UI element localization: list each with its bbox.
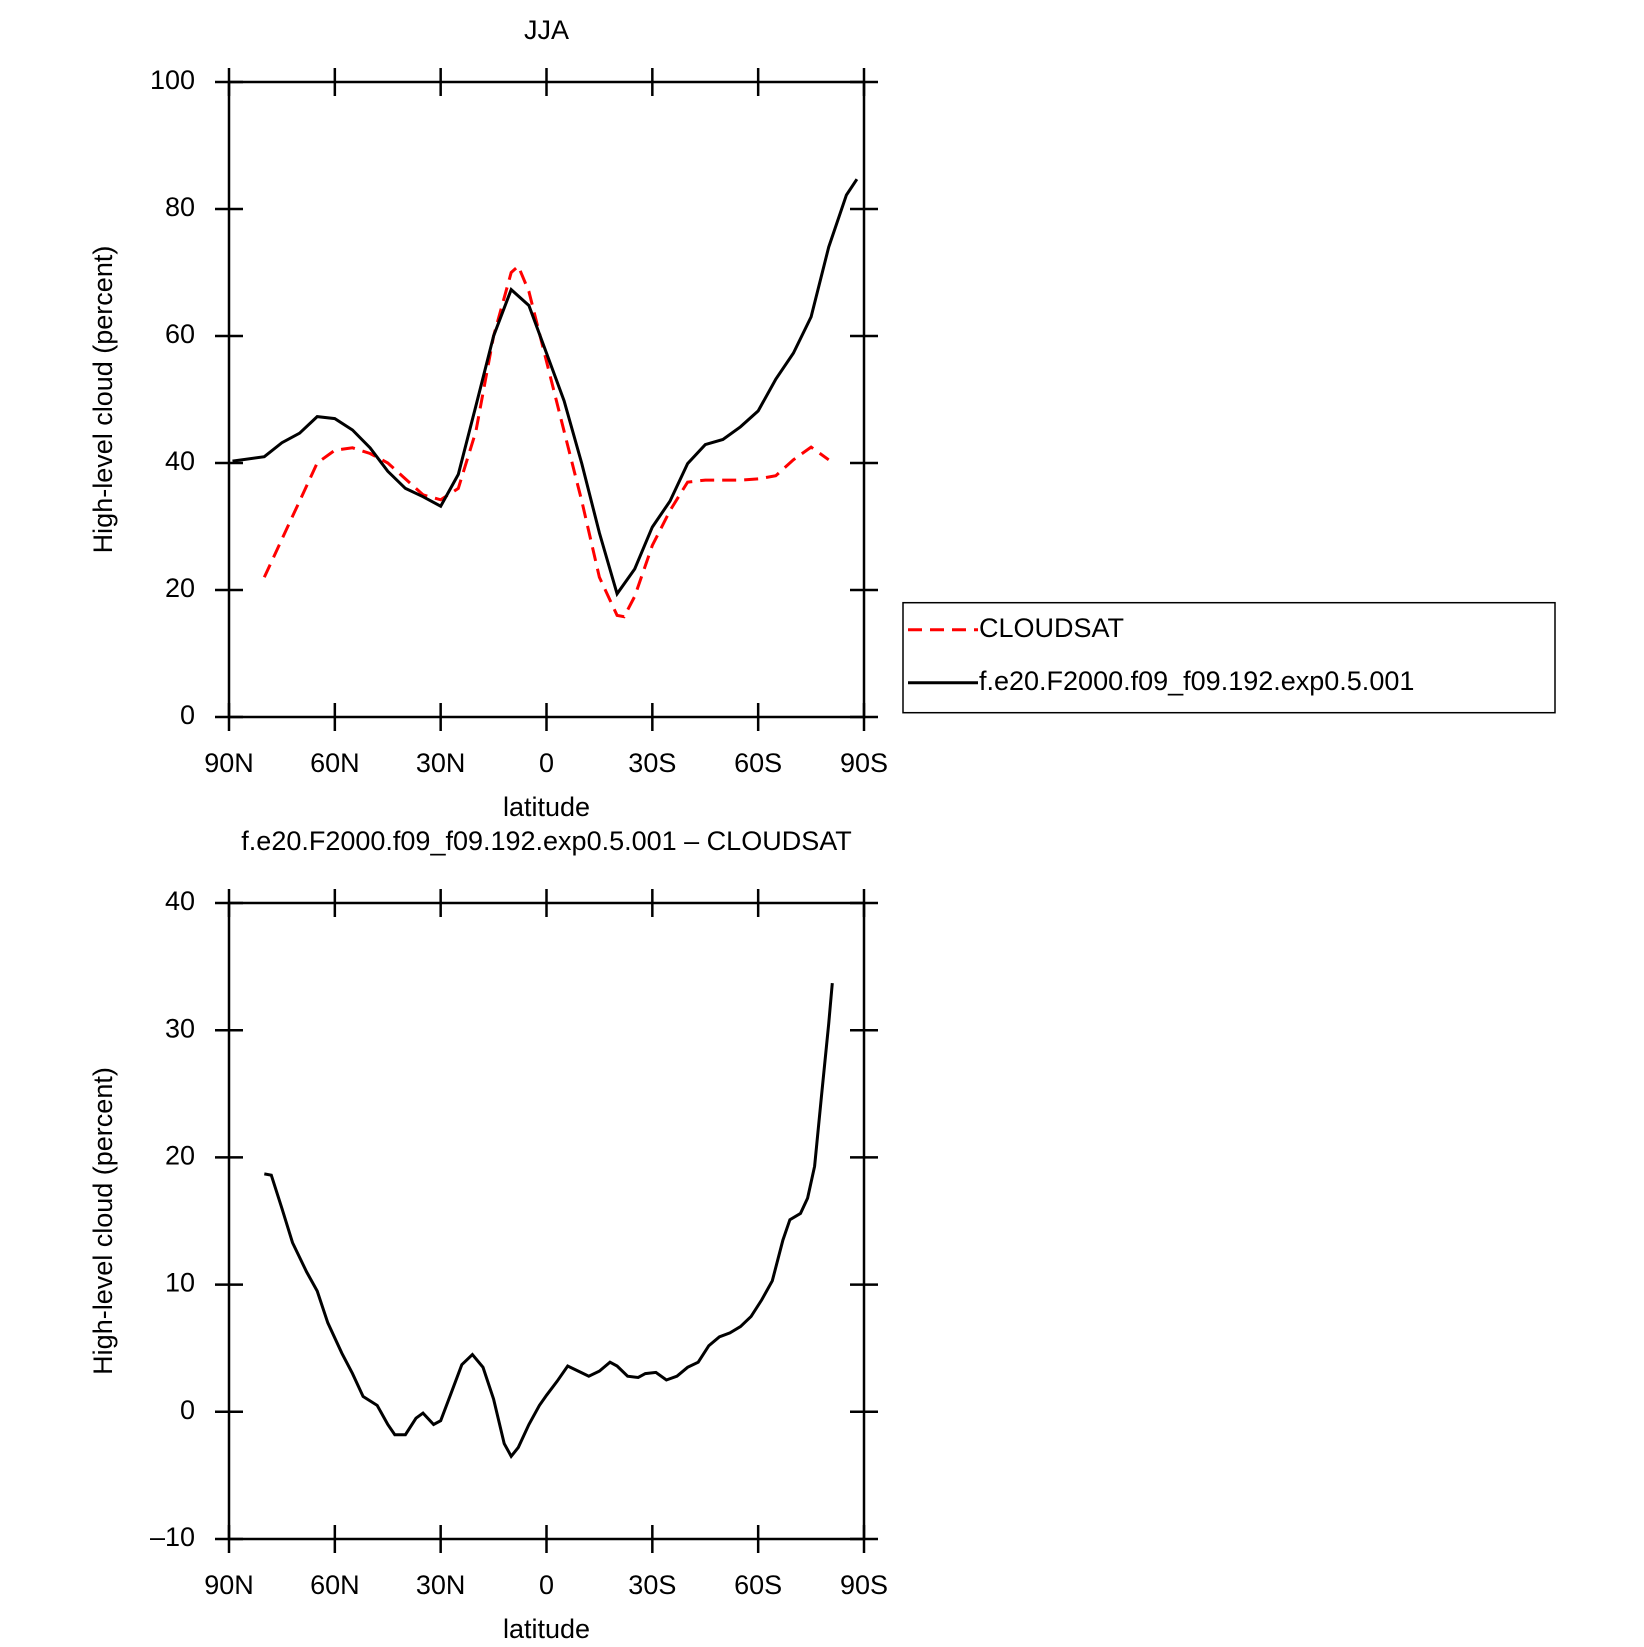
y-tick-label: 40: [165, 446, 195, 476]
x-tick-label: 90S: [840, 748, 888, 778]
legend-label: f.e20.F2000.f09_f09.192.exp0.5.001: [979, 666, 1414, 696]
y-tick-label: 0: [180, 1395, 195, 1425]
y-axis-label: High-level cloud (percent): [88, 246, 118, 554]
plot-frame: [227, 901, 866, 1541]
x-tick-label: 30S: [628, 748, 676, 778]
x-tick-label: 60N: [310, 1570, 360, 1600]
y-tick-label: 20: [165, 573, 195, 603]
x-tick-label: 30N: [416, 1570, 466, 1600]
y-tick-label: 10: [165, 1268, 195, 1298]
legend-label: CLOUDSAT: [979, 613, 1124, 643]
x-tick-label: 90N: [204, 748, 254, 778]
y-tick-label: 30: [165, 1013, 195, 1043]
chart-title: f.e20.F2000.f09_f09.192.exp0.5.001 – CLO…: [241, 826, 851, 856]
x-tick-label: 60S: [734, 748, 782, 778]
y-tick-label: –10: [150, 1522, 195, 1552]
legend: CLOUDSAT f.e20.F2000.f09_f09.192.exp0.5.0…: [902, 601, 1556, 714]
x-tick-label: 0: [539, 1570, 554, 1600]
x-tick-label: 60N: [310, 748, 360, 778]
y-tick-label: 60: [165, 319, 195, 349]
data-line: [264, 982, 834, 1459]
x-axis-label: latitude: [503, 1614, 590, 1644]
x-tick-label: 30S: [628, 1570, 676, 1600]
x-tick-label: 0: [539, 748, 554, 778]
y-tick-label: 80: [165, 192, 195, 222]
plot-frame: [227, 80, 866, 719]
y-axis-label: High-level cloud (percent): [88, 1067, 118, 1375]
chart-title: JJA: [524, 15, 569, 45]
data-line: [232, 178, 859, 598]
y-tick-label: 0: [180, 700, 195, 730]
x-tick-label: 90N: [204, 1570, 254, 1600]
legend-box: [902, 601, 1556, 714]
y-tick-label: 20: [165, 1141, 195, 1171]
y-tick-label: 100: [150, 65, 195, 95]
x-tick-label: 60S: [734, 1570, 782, 1600]
x-tick-label: 90S: [840, 1570, 888, 1600]
x-tick-label: 30N: [416, 748, 466, 778]
x-axis-label: latitude: [503, 792, 590, 822]
y-tick-label: 40: [165, 886, 195, 916]
data-line: [262, 263, 830, 619]
